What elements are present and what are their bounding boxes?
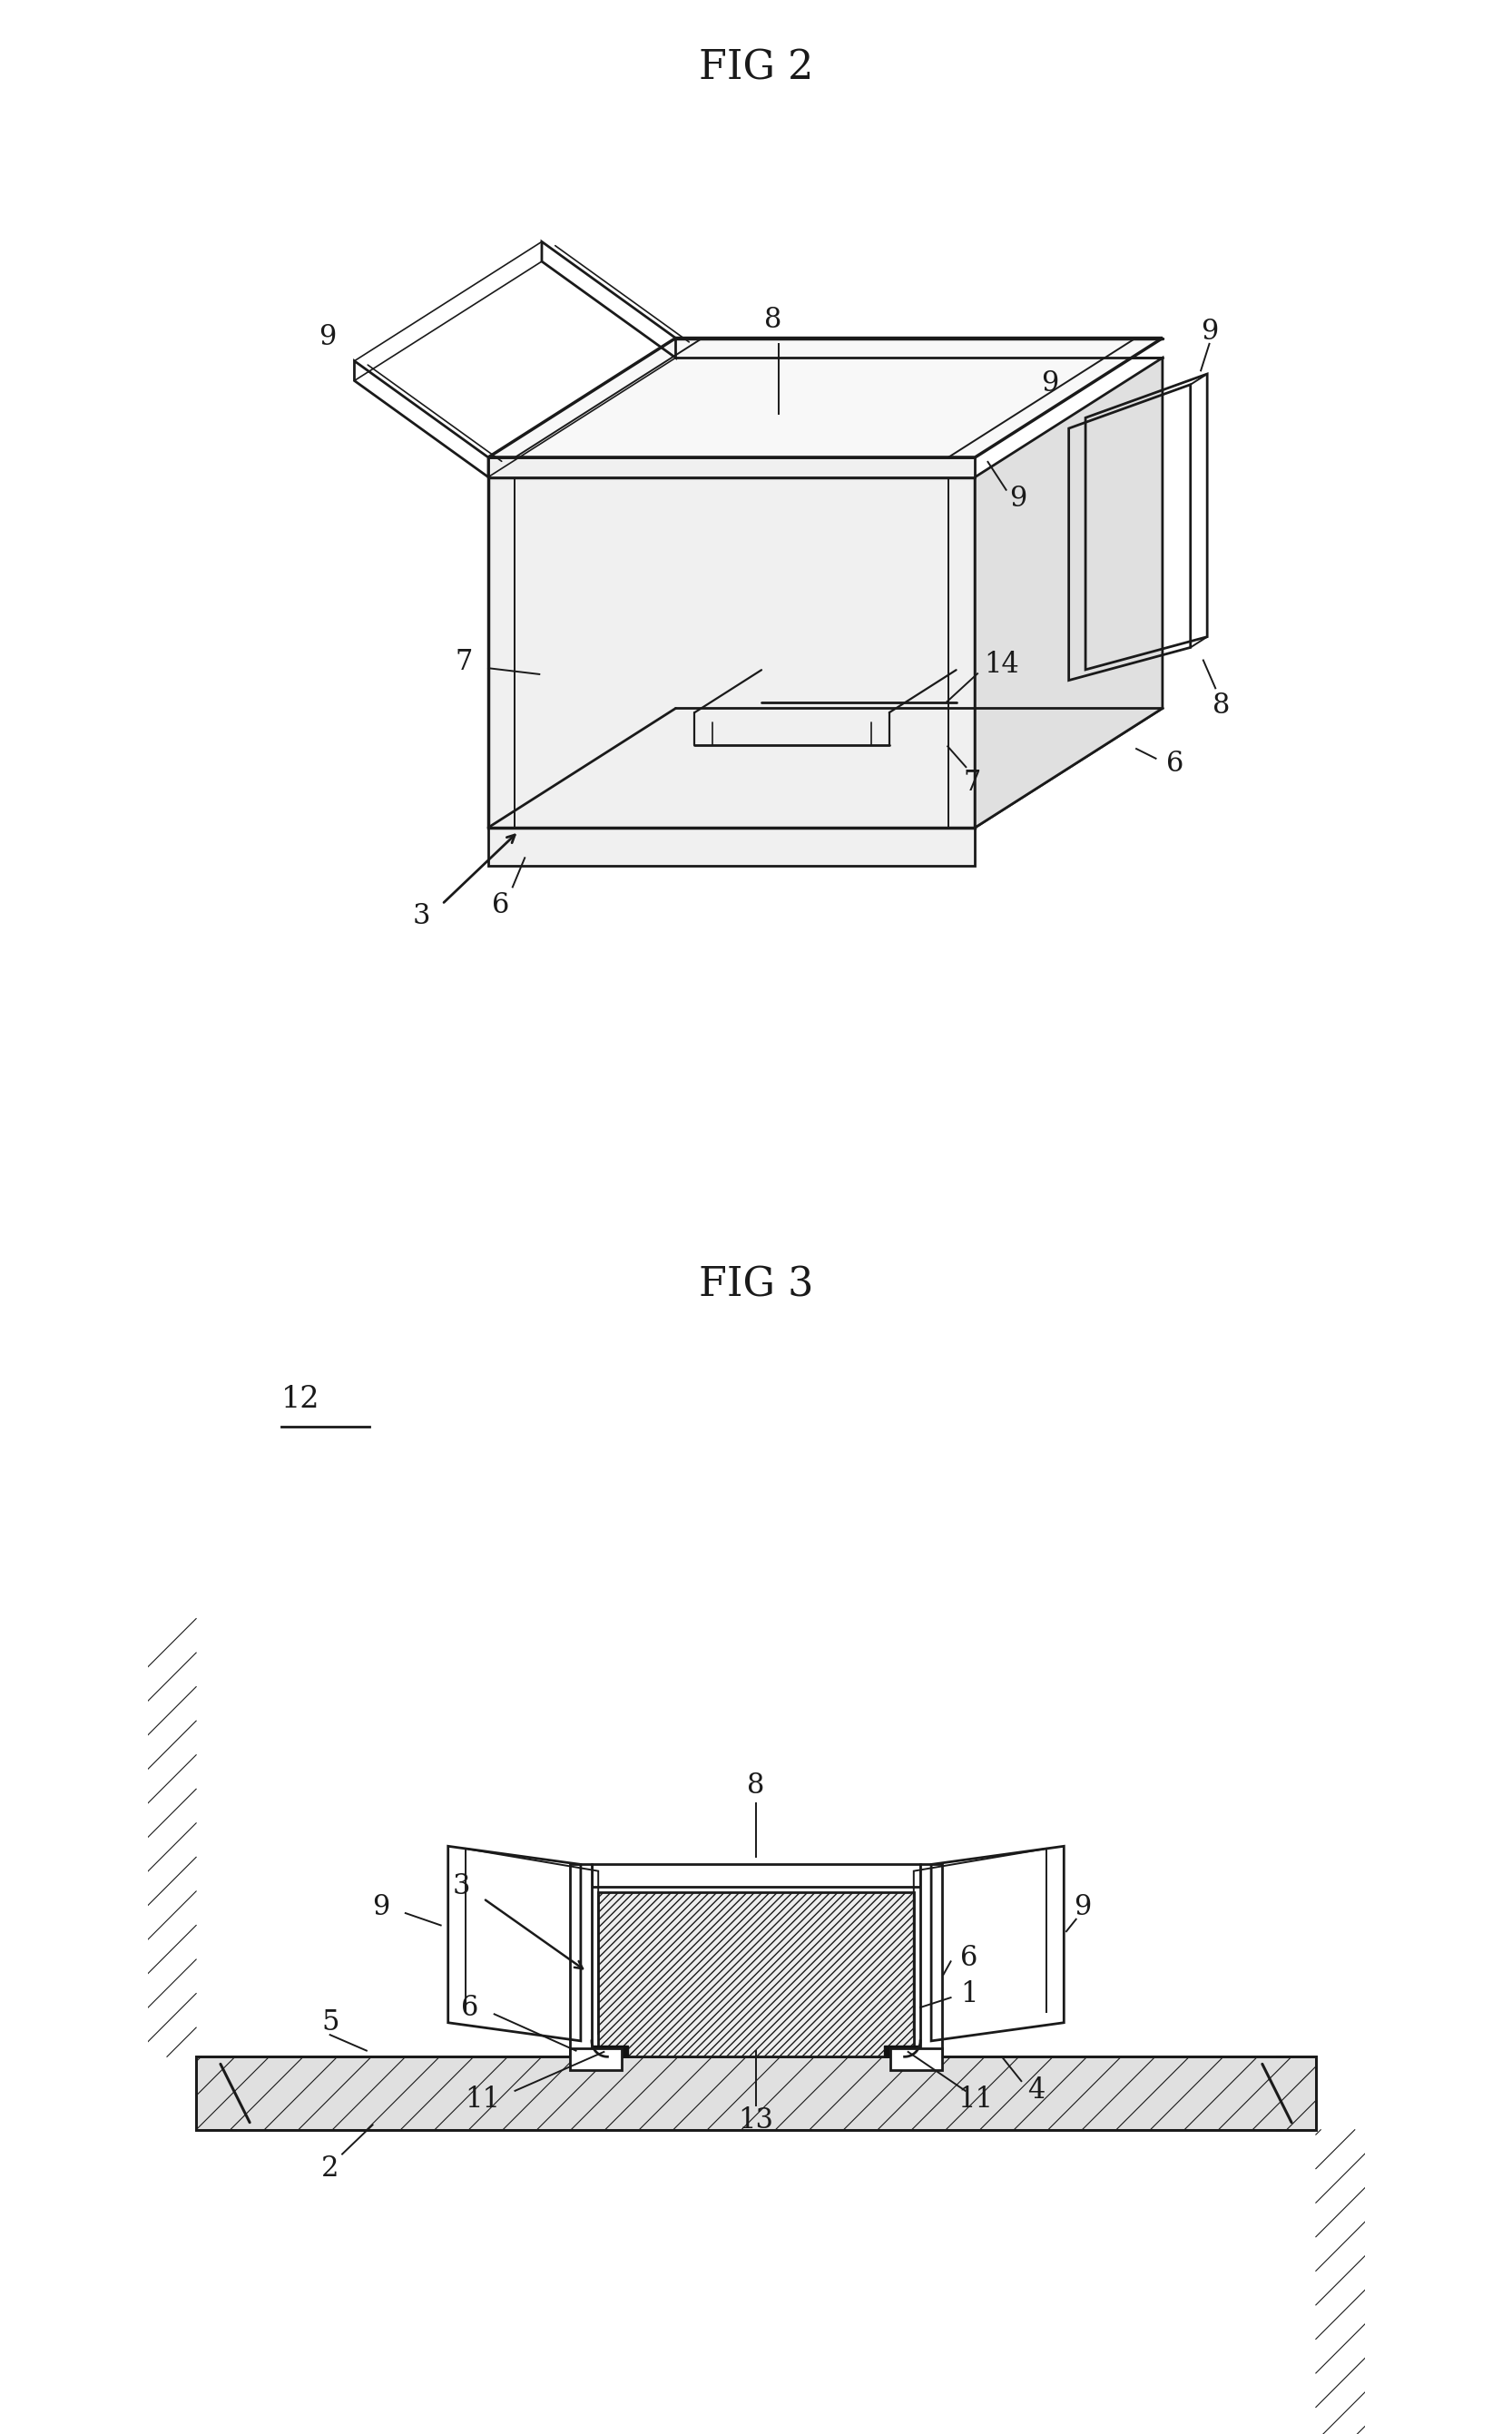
Text: 11: 11: [957, 2086, 993, 2113]
Polygon shape: [488, 828, 975, 867]
Text: 9: 9: [1074, 1894, 1090, 1920]
Bar: [197, 2057, 1315, 2130]
Bar: [603, 2030, 909, 2057]
Bar: [597, 1894, 915, 2057]
Polygon shape: [975, 358, 1163, 828]
Polygon shape: [488, 708, 1163, 828]
Bar: [921, 1864, 942, 2057]
Text: 5: 5: [321, 2008, 339, 2037]
Text: 7: 7: [455, 647, 473, 677]
Text: 13: 13: [738, 2105, 774, 2135]
Text: 8: 8: [764, 307, 782, 333]
Text: 11: 11: [464, 2086, 500, 2113]
Text: 6: 6: [491, 891, 510, 920]
Text: 9: 9: [1010, 484, 1027, 514]
Bar: [570, 2047, 621, 2069]
Text: 9: 9: [1042, 370, 1058, 397]
Text: 4: 4: [1027, 2076, 1045, 2105]
Bar: [891, 2047, 942, 2069]
Polygon shape: [488, 338, 1163, 458]
Text: 8: 8: [1213, 691, 1231, 720]
Text: 3: 3: [452, 1872, 470, 1901]
Bar: [197, 2057, 1315, 2130]
Text: 8: 8: [747, 1772, 765, 1799]
Text: FIG 2: FIG 2: [699, 49, 813, 88]
Text: 2: 2: [321, 2154, 339, 2183]
Bar: [591, 1864, 921, 1886]
Text: 12: 12: [281, 1385, 321, 1414]
Bar: [591, 2045, 627, 2057]
Bar: [570, 1864, 591, 2057]
Text: 6: 6: [960, 1945, 978, 1972]
Text: 9: 9: [318, 324, 336, 350]
Text: 6: 6: [461, 1993, 479, 2023]
Text: 1: 1: [960, 1981, 978, 2008]
Text: 9: 9: [372, 1894, 390, 1920]
Text: 6: 6: [1166, 750, 1184, 776]
Text: FIG 3: FIG 3: [699, 1266, 813, 1305]
Bar: [885, 2045, 921, 2057]
Polygon shape: [488, 458, 975, 477]
Text: 9: 9: [1201, 316, 1219, 346]
Polygon shape: [488, 477, 975, 828]
Text: 14: 14: [984, 650, 1019, 679]
Text: 3: 3: [413, 903, 429, 930]
Text: 7: 7: [963, 769, 981, 796]
